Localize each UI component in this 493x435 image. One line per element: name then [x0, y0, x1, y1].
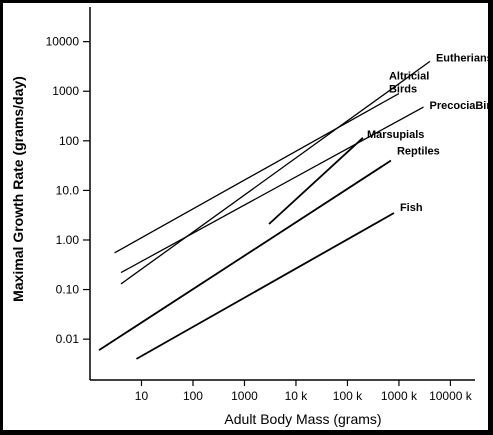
series-line-altricial-birds	[114, 92, 400, 254]
y-tick-label: 1.00	[56, 233, 80, 247]
series-label-line: Altricial	[389, 71, 429, 83]
series-line-marsupials	[268, 137, 364, 225]
y-axis-title: Maximal Growth Rate (grams/day)	[10, 76, 26, 302]
x-tick-label: 100 k	[333, 389, 363, 403]
y-tick-label: 0.01	[56, 332, 80, 346]
y-tick-label: 0.10	[56, 283, 80, 297]
y-ticks: 0.01 0.10 1.00 10.0 100 1000 10000	[46, 35, 90, 346]
series-label-eutherians: Eutherians	[436, 52, 488, 64]
series-label-line: Birds	[389, 84, 417, 96]
x-tick-label: 10 k	[285, 389, 309, 403]
chart-frame: 0.01 0.10 1.00 10.0 100 1000 10000 10 100 1000 10…	[3, 3, 488, 430]
y-tick-label: 10000	[46, 35, 80, 49]
y-tick-label: 10.0	[56, 183, 80, 197]
x-axis-title: Adult Body Mass (grams)	[224, 411, 381, 427]
x-tick-label: 10000 k	[429, 389, 473, 403]
x-ticks: 10 100 1000 10 k 100 k 1000 k 10000 k	[135, 380, 473, 403]
series-label-line: PrecociaBirds	[430, 100, 488, 112]
x-tick-label: 10	[135, 389, 149, 403]
series-label-fish: Fish	[400, 202, 423, 214]
series-line-precociabirds	[120, 106, 424, 274]
series-label-line: Eutherians	[436, 52, 488, 64]
axes	[89, 7, 475, 381]
x-tick-label: 1000	[231, 389, 258, 403]
series-label-precociabirds: PrecociaBirds	[430, 100, 488, 112]
series-label-marsupials: Marsupials	[367, 129, 424, 141]
series-lines	[98, 60, 431, 360]
x-tick-label: 1000 k	[381, 389, 418, 403]
series-line-fish	[136, 212, 395, 360]
series-label-line: Fish	[400, 202, 423, 214]
series-label-reptiles: Reptiles	[397, 146, 440, 158]
series-label-line: Marsupials	[367, 129, 424, 141]
x-tick-label: 100	[183, 389, 203, 403]
y-tick-label: 100	[59, 134, 79, 148]
series-label-line: Reptiles	[397, 146, 440, 158]
y-tick-label: 1000	[52, 84, 79, 98]
series-line-reptiles	[98, 159, 392, 351]
series-line-eutherians	[120, 60, 431, 285]
series-label-altricial-birds: Altricial Birds	[389, 71, 429, 96]
